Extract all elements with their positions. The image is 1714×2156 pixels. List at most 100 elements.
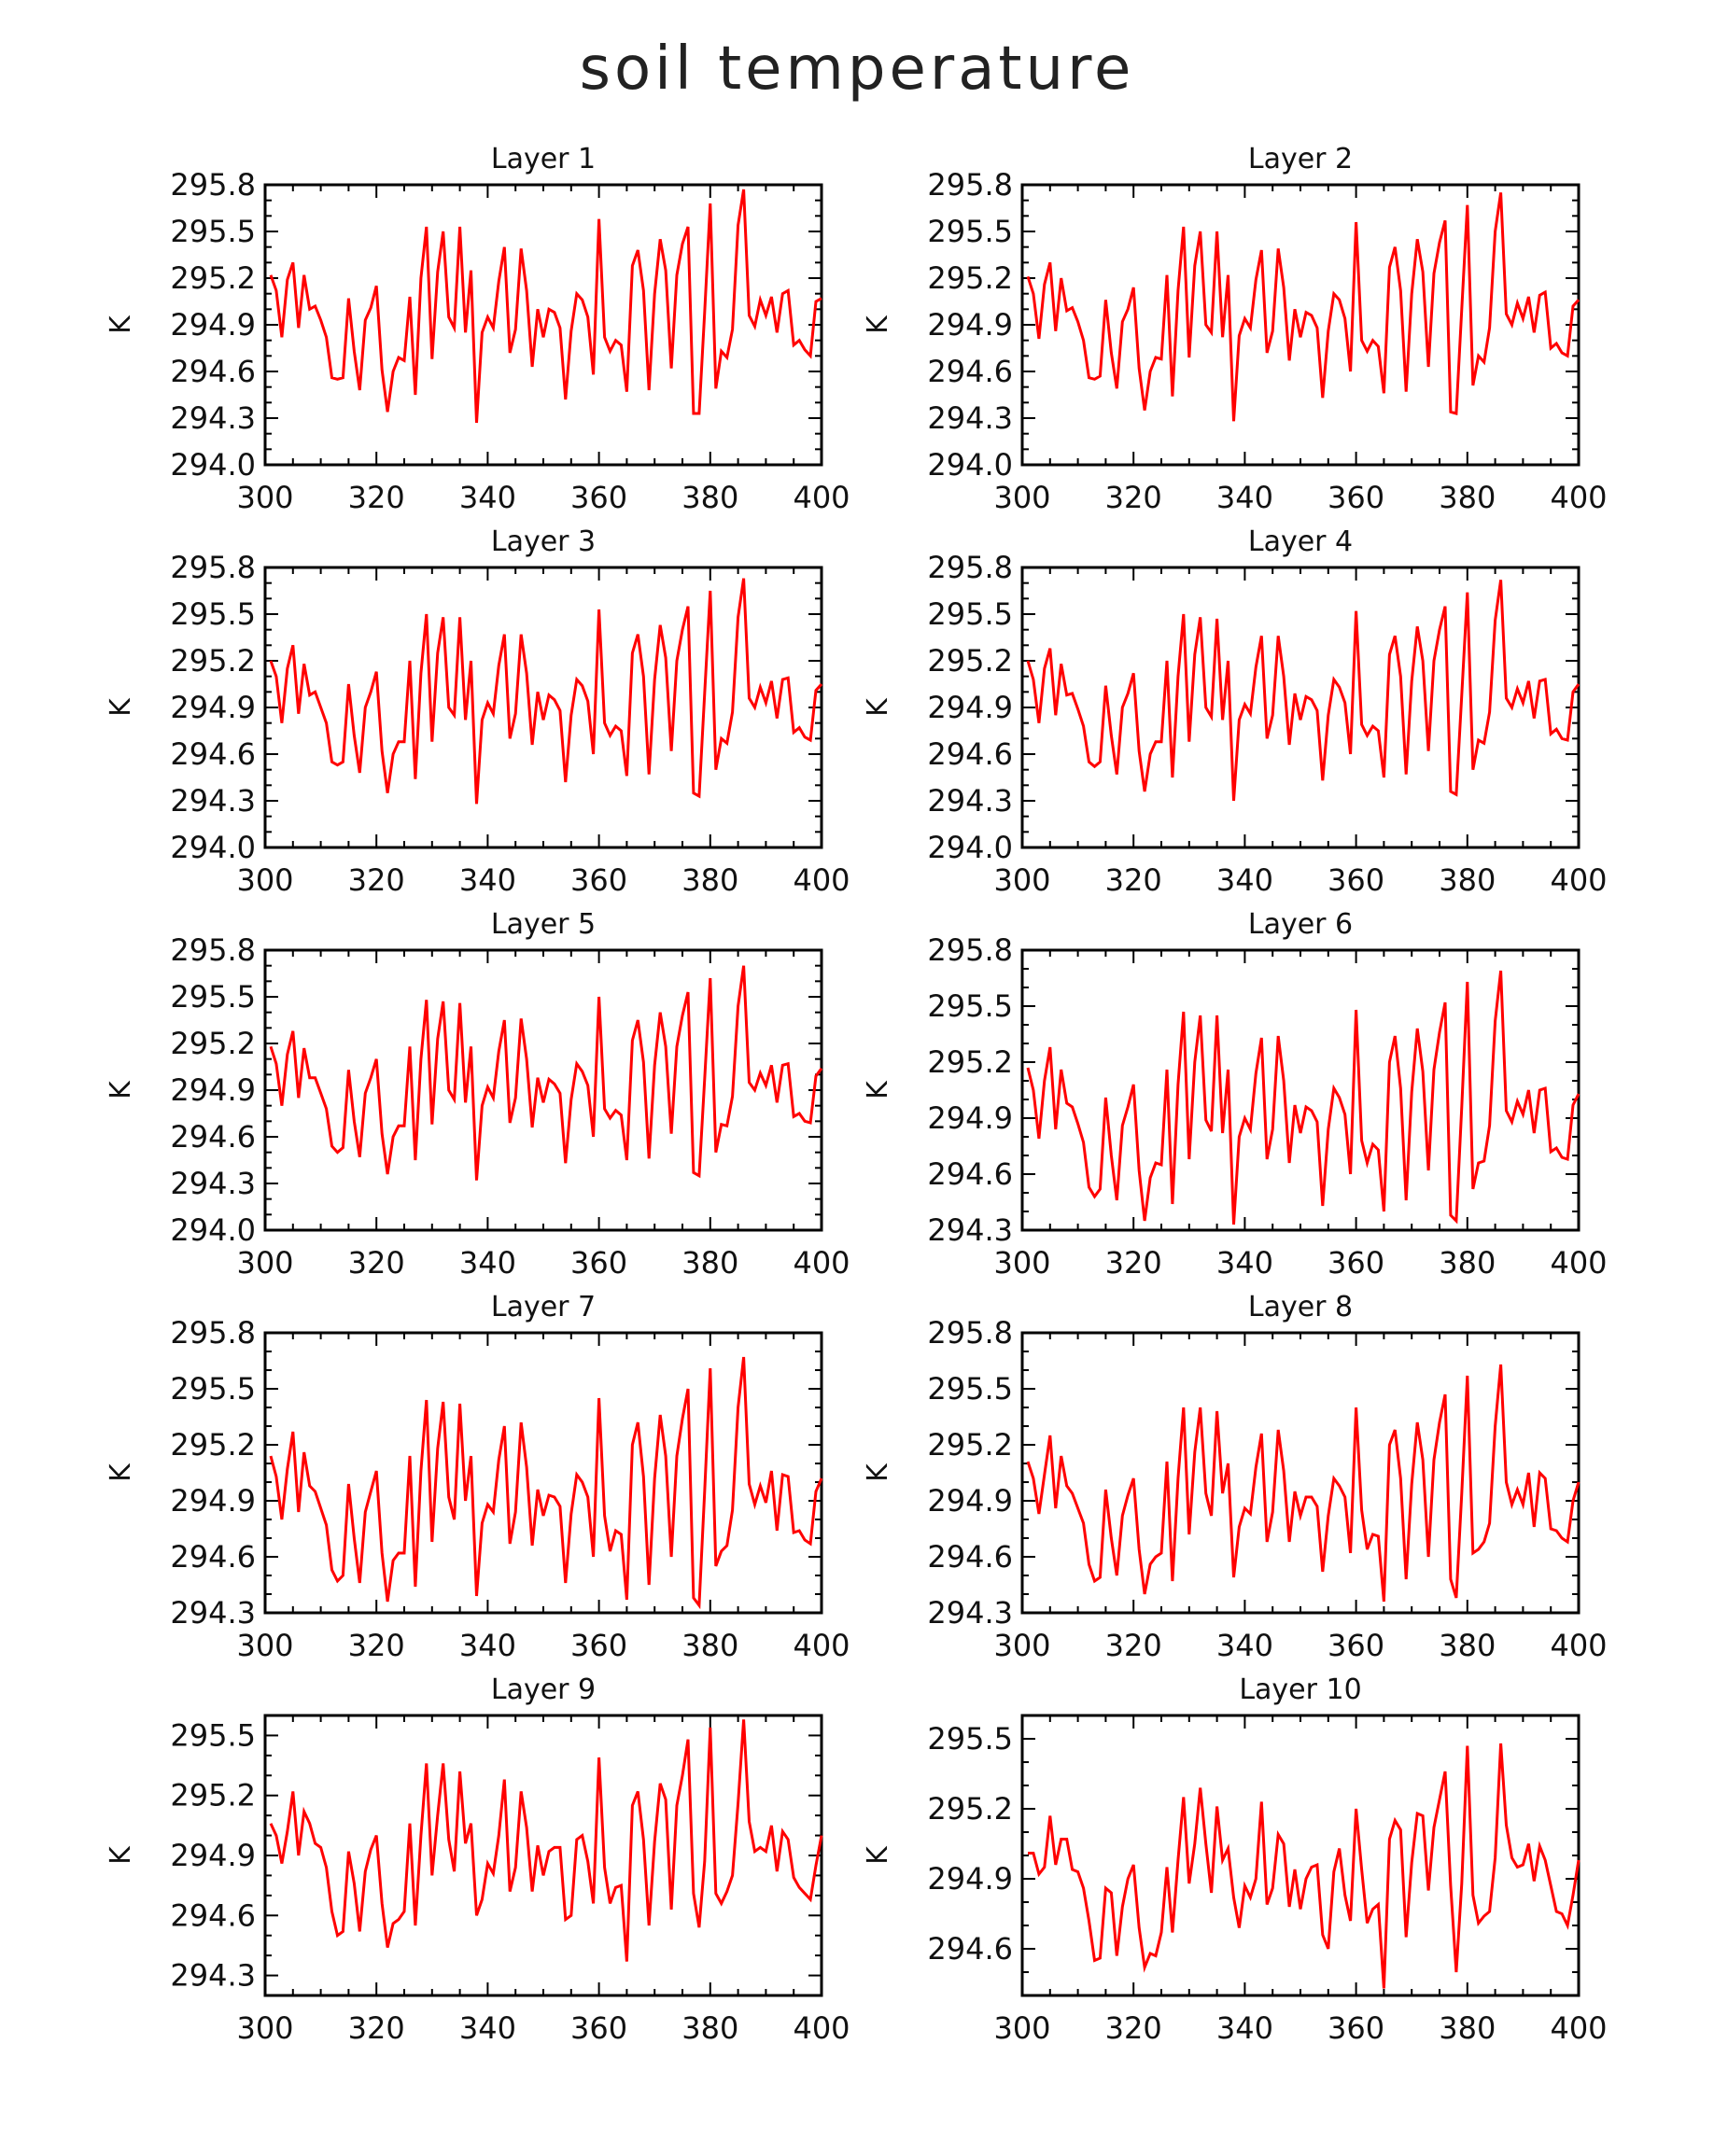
y-tick-label: 295.5	[927, 1371, 1013, 1407]
y-axis-label: K	[862, 1080, 894, 1099]
x-tick-label: 320	[1105, 862, 1162, 898]
chart-panel-6: Layer 6 300 320 340 360 380 400 295.8 295.5 295.2…	[862, 908, 1608, 1281]
y-tick-label: 294.6	[927, 736, 1013, 772]
x-tick-label: 360	[570, 1245, 627, 1281]
y-tick-label: 294.9	[170, 307, 256, 343]
chart-panel-8: Layer 8 300 320 340 360 380 400 295.8 295.5 295.2…	[862, 1291, 1608, 1663]
y-tick-label: 295.5	[170, 1371, 256, 1407]
plot-frame	[1020, 948, 1581, 1232]
y-tick-label: 294.0	[927, 830, 1013, 865]
plot-frame	[1020, 566, 1581, 849]
y-tick-label: 294.9	[927, 690, 1013, 725]
y-tick-label: 294.3	[927, 1595, 1013, 1631]
x-tick-label: 340	[459, 1628, 516, 1663]
y-tick-label: 294.6	[170, 1119, 256, 1155]
panel-title: Layer 10	[1239, 1673, 1361, 1706]
y-axis-label: K	[862, 1463, 894, 1482]
y-tick-label: 294.9	[170, 1838, 256, 1873]
panel-title: Layer 8	[1248, 1291, 1353, 1323]
x-tick-label: 320	[348, 2010, 405, 2046]
x-tick-label: 340	[459, 862, 516, 898]
y-tick-label: 294.3	[170, 1595, 256, 1631]
chart-panel-3: Layer 3 300 320 340 360 380 400 295.8 295.5 295.2…	[105, 525, 850, 898]
y-tick-label: 295.2	[170, 1427, 256, 1463]
y-tick-label: 294.9	[927, 1100, 1013, 1136]
x-tick-label: 360	[1328, 862, 1384, 898]
y-tick-label: 294.9	[927, 307, 1013, 343]
y-tick-label: 295.5	[170, 1717, 256, 1753]
x-tick-label: 360	[570, 1628, 627, 1663]
x-tick-label: 320	[348, 1245, 405, 1281]
chart-panel-9: Layer 9 300 320 340 360 380 400 295.5 295.2 294.9…	[105, 1673, 850, 2046]
x-tick-label: 400	[1550, 1245, 1607, 1281]
y-tick-label: 294.0	[170, 447, 256, 483]
y-tick-label: 295.2	[927, 1791, 1013, 1827]
y-tick-label: 295.2	[170, 260, 256, 296]
y-tick-label: 295.8	[927, 1315, 1013, 1351]
y-tick-label: 295.2	[927, 1427, 1013, 1463]
y-tick-label: 294.6	[927, 1539, 1013, 1575]
x-tick-label: 300	[236, 1628, 293, 1663]
plot-frame	[263, 948, 823, 1232]
x-tick-label: 400	[793, 1245, 850, 1281]
x-tick-label: 300	[236, 1245, 293, 1281]
y-tick-label: 295.8	[170, 550, 256, 585]
x-tick-label: 380	[681, 1245, 738, 1281]
x-tick-label: 320	[1105, 2010, 1162, 2046]
x-tick-label: 400	[793, 2010, 850, 2046]
chart-panel-2: Layer 2 300 320 340 360 380 400 295.8 295.5 295.2…	[862, 143, 1608, 515]
x-tick-label: 360	[1328, 480, 1384, 515]
series-line-1	[1026, 580, 1581, 802]
series-line-1	[269, 1356, 823, 1610]
y-tick-label: 295.2	[927, 1044, 1013, 1080]
plot-frame	[1020, 1331, 1581, 1615]
y-tick-label: 294.6	[927, 354, 1013, 389]
x-tick-label: 380	[681, 2010, 738, 2046]
y-tick-label: 294.6	[170, 1539, 256, 1575]
y-tick-label: 294.3	[170, 400, 256, 436]
y-axis-label: K	[105, 315, 137, 334]
y-tick-label: 295.8	[170, 1315, 256, 1351]
series-line-1	[269, 189, 822, 424]
y-axis-label: K	[105, 1080, 137, 1099]
y-tick-label: 294.6	[170, 354, 256, 389]
chart-panel-1: Layer 1 300 320 340 360 380 400 295.8 295.5 295.2…	[105, 143, 850, 515]
x-tick-label: 320	[1105, 1628, 1162, 1663]
x-tick-label: 320	[1105, 480, 1162, 515]
x-tick-label: 340	[1216, 862, 1273, 898]
y-tick-label: 294.0	[927, 447, 1013, 483]
x-tick-label: 400	[1550, 480, 1607, 515]
plot-frame	[263, 1331, 823, 1615]
chart-panel-4: Layer 4 300 320 340 360 380 400 295.8 295.5 295.2…	[862, 525, 1608, 898]
x-tick-label: 340	[1216, 1245, 1273, 1281]
x-tick-label: 300	[236, 862, 293, 898]
series-line-1	[269, 965, 823, 1181]
y-tick-label: 295.5	[170, 979, 256, 1015]
x-tick-label: 340	[459, 480, 516, 515]
y-tick-label: 294.3	[170, 1958, 256, 1994]
chart-panel-7: Layer 7 300 320 340 360 380 400 295.8 295.5 295.2…	[105, 1291, 850, 1663]
y-tick-label: 295.8	[170, 167, 256, 203]
x-tick-label: 300	[993, 1245, 1050, 1281]
panel-title: Layer 1	[491, 143, 596, 175]
x-tick-label: 380	[681, 862, 738, 898]
figure-title: soil temperature	[580, 35, 1135, 104]
chart-panel-5: Layer 5 300 320 340 360 380 400 295.8 295.5 295.2…	[105, 908, 850, 1281]
y-tick-label: 294.0	[170, 1212, 256, 1248]
y-tick-label: 294.6	[170, 1897, 256, 1933]
y-axis-label: K	[105, 1845, 137, 1865]
x-tick-label: 320	[348, 1628, 405, 1663]
x-tick-label: 360	[570, 2010, 627, 2046]
y-tick-label: 295.2	[170, 643, 256, 679]
x-tick-label: 380	[681, 480, 738, 515]
x-tick-label: 340	[1216, 1628, 1273, 1663]
x-tick-label: 380	[1439, 1245, 1496, 1281]
y-tick-label: 295.2	[170, 1026, 256, 1061]
y-axis-label: K	[105, 1463, 137, 1482]
y-tick-label: 295.5	[170, 596, 256, 632]
x-tick-label: 380	[1439, 480, 1496, 515]
x-tick-label: 320	[348, 480, 405, 515]
x-tick-label: 360	[570, 480, 627, 515]
x-tick-label: 360	[570, 862, 627, 898]
